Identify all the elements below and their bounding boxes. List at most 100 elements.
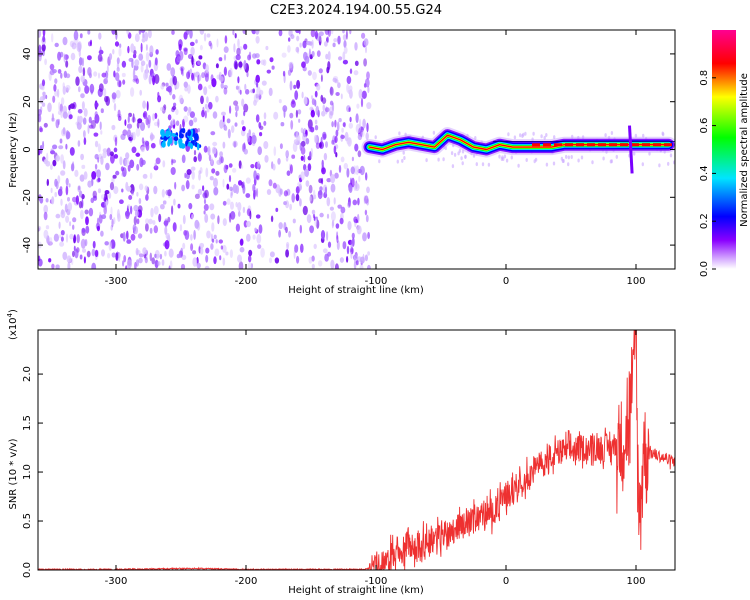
- noise-speck: [160, 204, 165, 210]
- noise-speck: [76, 121, 82, 130]
- noise-speck: [269, 251, 275, 258]
- noise-speck: [222, 200, 227, 206]
- noise-speck: [238, 61, 243, 68]
- noise-speck: [255, 114, 260, 123]
- ridge-halo-speck: [560, 156, 564, 161]
- noise-speck: [348, 186, 352, 192]
- noise-speck: [257, 244, 262, 250]
- noise-speck: [311, 255, 315, 262]
- noise-speck: [161, 259, 165, 266]
- noise-speck: [125, 157, 129, 168]
- noise-speck: [270, 215, 274, 223]
- noise-speck: [105, 199, 108, 208]
- noise-speck: [358, 175, 361, 182]
- noise-speck: [127, 204, 131, 209]
- noise-speck: [98, 32, 102, 40]
- ridge-halo-speck: [425, 158, 428, 163]
- noise-speck: [168, 248, 174, 258]
- noise-speck: [243, 103, 249, 113]
- noise-speck: [189, 111, 195, 118]
- noise-speck: [172, 105, 177, 111]
- noise-speck: [171, 118, 176, 126]
- noise-speck: [215, 95, 219, 103]
- ridge-halo-speck: [453, 152, 457, 157]
- noise-speck: [100, 201, 106, 208]
- noise-speck: [157, 261, 161, 266]
- noise-speck: [135, 127, 141, 137]
- noise-speck: [364, 195, 369, 204]
- noise-speck: [38, 44, 42, 54]
- ridge-halo-speck: [398, 131, 401, 136]
- noise-speck: [248, 51, 252, 60]
- noise-speck: [223, 87, 228, 95]
- noise-speck: [140, 122, 145, 131]
- noise-speck: [138, 253, 144, 258]
- ridge-halo-speck: [403, 156, 406, 160]
- noise-speck: [193, 156, 197, 163]
- noise-speck: [295, 193, 300, 202]
- noise-speck: [278, 229, 281, 238]
- noise-speck: [54, 78, 58, 84]
- noise-speck: [323, 152, 328, 161]
- noise-speck: [38, 52, 42, 62]
- noise-speck: [238, 261, 244, 269]
- noise-speck: [86, 250, 91, 258]
- noise-speck: [125, 210, 130, 217]
- noise-speck: [331, 139, 335, 145]
- spectrogram-x-ticks: -300 -200 -100 0 100: [105, 30, 646, 287]
- noise-speck: [97, 188, 102, 194]
- noise-speck: [336, 235, 339, 244]
- noise-speck: [320, 74, 323, 82]
- noise-speck: [80, 76, 85, 83]
- noise-speck: [361, 32, 366, 39]
- noise-speck: [68, 114, 73, 120]
- noise-speck: [70, 163, 75, 172]
- noise-speck: [316, 83, 321, 91]
- ridge-halo-speck: [519, 133, 522, 138]
- noise-speck: [98, 72, 100, 79]
- noise-speck: [324, 41, 328, 47]
- noise-speck: [314, 99, 317, 107]
- ridge-halo-speck: [451, 164, 455, 169]
- noise-speck: [226, 198, 231, 206]
- snr-y-axis-label: SNR (10 * v/v): [8, 438, 19, 509]
- ridge-halo-speck: [570, 155, 573, 159]
- noise-speck: [367, 231, 370, 240]
- noise-speck: [42, 35, 46, 43]
- spectrogram-y-tick-label: 20: [22, 95, 33, 108]
- noise-speck: [229, 105, 232, 114]
- noise-speck: [59, 234, 62, 239]
- noise-speck: [197, 188, 203, 196]
- noise-speck: [199, 247, 204, 255]
- noise-speck: [354, 183, 360, 192]
- noise-speck: [223, 164, 228, 174]
- noise-speck: [60, 198, 63, 206]
- noise-speck: [164, 218, 169, 228]
- noise-speck: [234, 61, 238, 70]
- noise-speck: [54, 42, 59, 48]
- noise-speck: [319, 186, 323, 192]
- noise-speck: [350, 239, 354, 250]
- noise-speck: [194, 219, 200, 229]
- noise-speck: [260, 247, 265, 258]
- noise-speck: [142, 247, 147, 255]
- noise-speck: [227, 128, 231, 139]
- noise-speck: [89, 83, 95, 94]
- noise-speck: [169, 260, 173, 269]
- noise-speck: [157, 118, 160, 128]
- noise-speck: [184, 230, 190, 241]
- noise-speck: [83, 108, 88, 117]
- noise-speck: [297, 109, 302, 115]
- ridge-halo-speck: [461, 161, 464, 166]
- colorbar-label: Normalized spectral amplitude: [739, 73, 750, 227]
- ridge-halo-speck: [615, 154, 618, 159]
- noise-speck: [314, 218, 318, 227]
- noise-speck: [314, 125, 319, 131]
- noise-speck: [65, 215, 70, 223]
- noise-speck: [100, 130, 103, 135]
- chart-title: C2E3.2024.194.00.55.G24: [270, 3, 442, 18]
- noise-speck: [60, 97, 65, 106]
- noise-speck: [191, 213, 194, 220]
- noise-speck: [335, 92, 340, 96]
- noise-speck: [139, 89, 142, 96]
